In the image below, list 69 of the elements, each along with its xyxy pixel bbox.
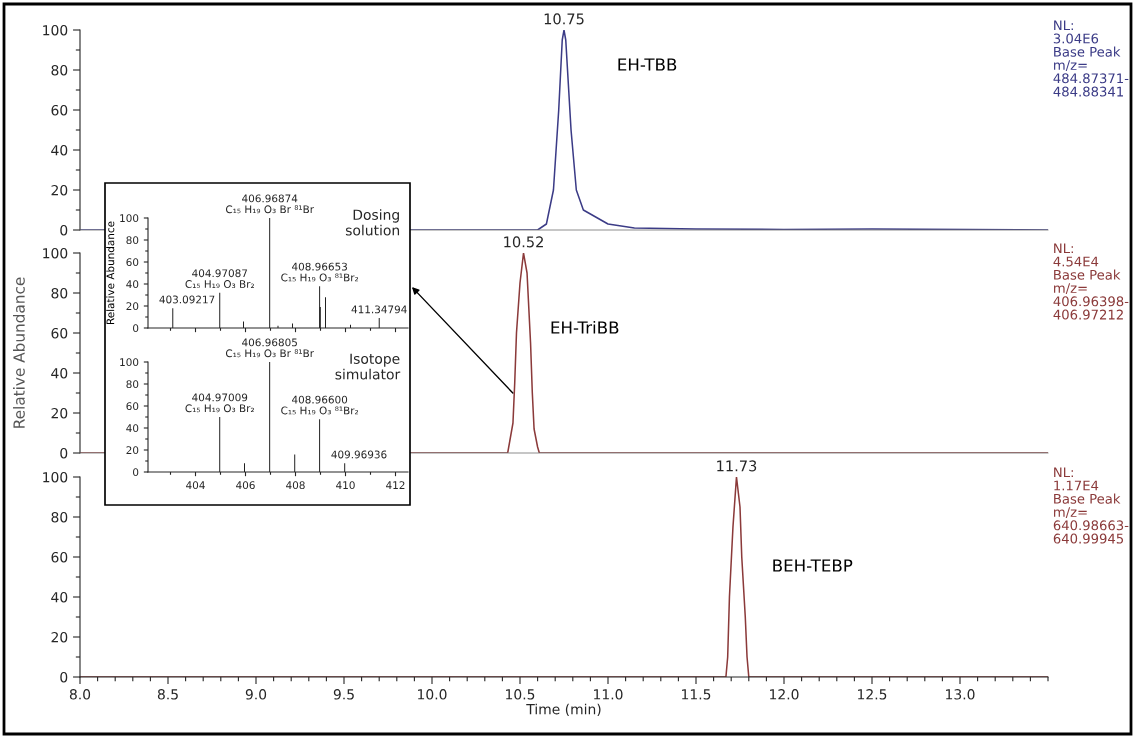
annotation: Isotope simulator	[335, 353, 401, 380]
y-tick-label: 60	[51, 327, 68, 339]
y-tick-label: 80	[126, 380, 139, 389]
y-tick-label: 100	[43, 471, 68, 483]
y-tick-label: 20	[126, 446, 139, 455]
x-tick-label: 410	[336, 481, 355, 490]
y-tick-label: 40	[126, 424, 139, 433]
x-tick-label: 12.0	[770, 689, 799, 700]
x-tick-label: 8.0	[69, 689, 91, 700]
y-tick-label: 100	[43, 247, 68, 259]
y-tick-label: 80	[51, 287, 68, 299]
x-tick-label: 11.5	[682, 689, 711, 700]
x-tick-label: 8.5	[157, 689, 178, 700]
annotation: 406.96874 C₁₅ H₁₉ O₃ Br ⁸¹Br	[225, 194, 315, 214]
x-tick-label: 404	[186, 481, 205, 490]
y-tick-label: 0	[133, 324, 139, 333]
x-tick-label: 11.0	[594, 689, 623, 700]
text: EH-TBB	[618, 58, 677, 71]
series-label: EH-TriBB	[551, 320, 619, 334]
x-tick-label: 12.5	[858, 689, 887, 700]
y-tick-label: 60	[51, 551, 68, 563]
y-tick-label: 60	[51, 104, 68, 116]
x-tick-label: 10.5	[506, 689, 535, 700]
annotation: 11.73	[717, 460, 757, 472]
y-tick-label: 40	[51, 367, 68, 379]
x-tick-label: 408	[286, 481, 305, 490]
annotation: 404.97009 C₁₅ H₁₉ O₃ Br₂	[185, 393, 254, 413]
annotation: Dosing solution	[345, 209, 400, 236]
x-tick-label: 13.0	[946, 689, 975, 700]
y-tick-label: 100	[120, 214, 139, 223]
y-tick-label: 20	[51, 631, 68, 643]
annotation: 406.96805 C₁₅ H₁₉ O₃ Br ⁸¹Br	[225, 338, 315, 358]
y-tick-label: 20	[126, 302, 139, 311]
y-tick-label: 80	[51, 511, 68, 523]
y-tick-label: 100	[120, 358, 139, 367]
annotation: 411.34794	[351, 305, 407, 314]
y-tick-label: 80	[126, 236, 139, 245]
y-tick-label: 0	[60, 224, 68, 236]
annotation: 409.96936	[331, 450, 387, 459]
annotation: 408.96653 C₁₅ H₁₉ O₃ ⁸¹Br₂	[281, 262, 359, 282]
annotation: 404.97087 C₁₅ H₁₉ O₃ Br₂	[185, 269, 254, 288]
x-axis-title: Time (min)	[526, 703, 601, 717]
x-tick-label: 9.0	[245, 689, 267, 700]
y-tick-label: 100	[43, 24, 68, 36]
text: NL: 4.54E4 Base Peak m/z= 406.96398- 406.97212	[1053, 243, 1129, 320]
y-tick-label: 40	[51, 144, 68, 156]
y-tick-label: 60	[126, 258, 139, 267]
annotation: 408.96600 C₁₅ H₁₉ O₃ ⁸¹Br₂	[281, 395, 359, 415]
x-tick-label: 9.5	[333, 689, 354, 700]
annotation: 10.52	[504, 236, 543, 248]
x-tick-label: 10.0	[418, 689, 447, 700]
y-tick-label: 0	[60, 447, 68, 459]
y-tick-label: 40	[126, 280, 139, 289]
y-tick-label: 0	[133, 468, 139, 477]
y-tick-label: 0	[60, 671, 68, 683]
y-tick-label: 80	[51, 64, 68, 76]
x-tick-label: 406	[236, 481, 255, 490]
series-label: BEH-TEBP	[773, 559, 853, 572]
text: NL: 1.17E4 Base Peak m/z= 640.98663- 640.99945	[1053, 467, 1129, 544]
y-axis-title: Relative Abundance	[106, 221, 115, 324]
y-axis-title: Relative Abundance	[13, 277, 25, 428]
annotation: 10.75	[544, 13, 584, 25]
y-tick-label: 20	[51, 407, 68, 419]
y-tick-label: 40	[51, 591, 68, 603]
text: NL: 3.04E6 Base Peak m/z= 484.87371- 484.88341	[1053, 20, 1129, 97]
x-tick-label: 412	[386, 481, 405, 489]
y-tick-label: 60	[126, 402, 139, 411]
annotation: 403.09217	[159, 295, 215, 304]
y-tick-label: 20	[51, 184, 68, 196]
